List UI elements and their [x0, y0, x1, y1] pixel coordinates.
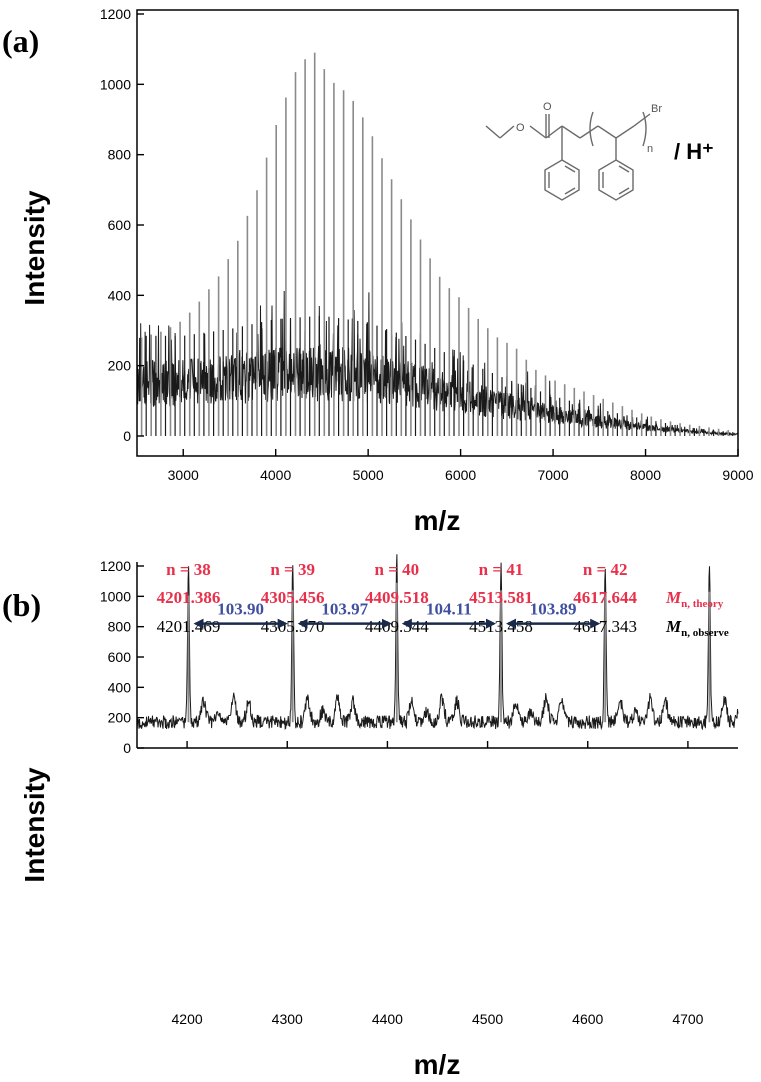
panel-b-y-axis-title: Intensity [19, 767, 50, 883]
legend-theory-main: M [665, 588, 682, 607]
panel-b-observed-mass-label: 4409.344 [365, 617, 429, 636]
panel-a-traces [136, 52, 739, 437]
panel-b-x-tick-label: 4200 [172, 1011, 203, 1027]
panel-b-observed-mass-label: 4201.469 [157, 617, 221, 636]
panel-a-y-tick-label: 800 [108, 147, 132, 163]
panel-b-axes: 0 200 400 600 800 1000 1200 4200 4300 4400 4500 460… [100, 558, 738, 1027]
panel-a: (a) 0 200 400 600 800 1000 1200 3000 4000 5000 600… [2, 6, 754, 536]
panel-a-y-tick-label: 0 [123, 428, 131, 444]
panel-a-x-tick-label: 3000 [168, 467, 199, 483]
panel-a-noise-trace [136, 290, 739, 437]
panel-b: (b) 0 200 400 600 800 1000 1200 4200 4300 4400 450… [2, 554, 739, 1080]
panel-b-spacing-label: 103.97 [321, 600, 368, 619]
panel-b-traces [136, 554, 739, 731]
panel-b-observed-mass-label: 4305.370 [261, 617, 325, 636]
panel-b-y-tick-label: 400 [108, 679, 132, 695]
panel-b-annotations: n = 38 4201.386 4201.469 n = 39 4305.456 4305… [157, 560, 638, 636]
panel-a-y-tick-label: 200 [108, 358, 132, 374]
panel-a-x-tick-label: 8000 [630, 467, 661, 483]
panel-a-x-tick-label: 9000 [722, 467, 753, 483]
panel-b-x-tick-label: 4700 [672, 1011, 703, 1027]
legend-theory: Mn, theory [665, 588, 724, 610]
panel-b-theory-mass-label: 4305.456 [261, 588, 325, 607]
panel-b-x-tick-label: 4600 [572, 1011, 603, 1027]
structure-carbonyl-oxygen: O [543, 101, 552, 113]
panel-a-y-tick-label: 1000 [100, 76, 131, 92]
panel-b-spacing-label: 104.11 [426, 600, 472, 619]
panel-a-y-tick-label: 600 [108, 217, 132, 233]
panel-b-label: (b) [2, 587, 41, 623]
panel-b-chain-length-label: n = 42 [583, 560, 628, 579]
legend-observe-sub: n, observe [681, 627, 729, 639]
panel-b-y-tick-label: 800 [108, 619, 132, 635]
panel-b-x-tick-label: 4300 [272, 1011, 303, 1027]
legend-theory-sub: n, theory [681, 598, 724, 610]
panel-b-spectrum-trace [136, 554, 739, 731]
panel-a-x-tick-label: 6000 [445, 467, 476, 483]
panel-a-y-tick-label: 1200 [100, 6, 131, 22]
panel-b-theory-mass-label: 4617.644 [573, 588, 637, 607]
panel-b-y-tick-label: 600 [108, 649, 132, 665]
panel-b-chain-length-label: n = 40 [375, 560, 420, 579]
panel-a-y-axis-title: Intensity [19, 190, 50, 306]
panel-a-plot-frame [136, 9, 739, 457]
panel-a-x-tick-label: 7000 [537, 467, 568, 483]
panel-a-label: (a) [2, 23, 39, 59]
panel-b-x-tick-label: 4500 [472, 1011, 503, 1027]
panel-b-x-tick-label: 4400 [372, 1011, 403, 1027]
panel-b-spacing-label: 103.89 [530, 600, 577, 619]
panel-b-observed-mass-label: 4513.458 [469, 617, 533, 636]
panel-b-theory-mass-label: 4201.386 [157, 588, 221, 607]
panel-b-y-tick-label: 1200 [100, 558, 131, 574]
structure-ion-label: / H⁺ [674, 139, 714, 164]
panel-a-y-tick-label: 400 [108, 287, 132, 303]
panel-b-observed-mass-label: 4617.343 [573, 617, 637, 636]
panel-b-theory-mass-label: 4513.581 [469, 588, 533, 607]
structure-ether-oxygen: O [516, 122, 525, 134]
panel-b-chain-length-label: n = 41 [479, 560, 524, 579]
panel-a-axes: 0 200 400 600 800 1000 1200 3000 4000 5000 6000 700… [100, 6, 754, 483]
panel-a-x-tick-label: 4000 [260, 467, 291, 483]
panel-b-x-axis-title: m/z [414, 1049, 461, 1080]
polymer-structure [485, 111, 651, 201]
structure-repeat-subscript: n [647, 143, 653, 155]
panel-b-chain-length-label: n = 39 [270, 560, 315, 579]
panel-b-y-tick-label: 1000 [100, 588, 131, 604]
panel-b-theory-mass-label: 4409.518 [365, 588, 429, 607]
panel-b-y-tick-label: 200 [108, 710, 132, 726]
structure-bromine: Br [651, 103, 662, 115]
panel-a-x-tick-label: 5000 [353, 467, 384, 483]
panel-b-chain-length-label: n = 38 [166, 560, 211, 579]
panel-a-x-axis-title: m/z [414, 505, 461, 536]
legend-observe: Mn, observe [665, 617, 729, 639]
panel-b-y-tick-label: 0 [123, 740, 131, 756]
legend-observe-main: M [665, 617, 682, 636]
panel-b-spacing-label: 103.90 [217, 600, 264, 619]
